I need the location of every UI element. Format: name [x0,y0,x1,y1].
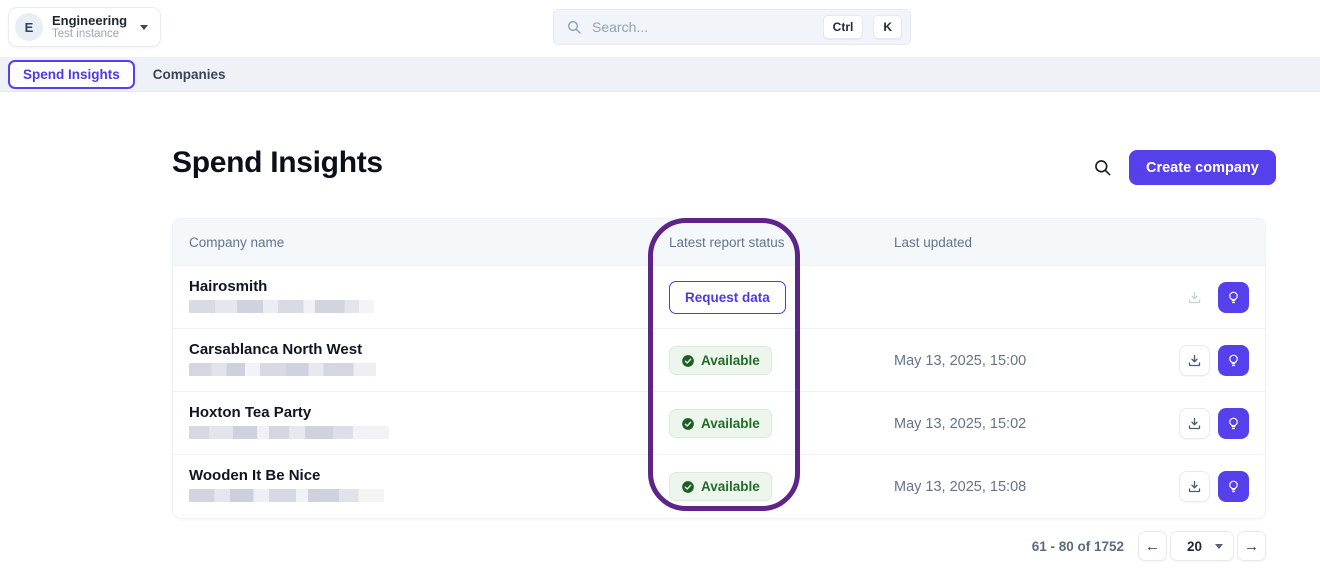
status-label: Available [701,416,760,431]
table-header-row: Company name Latest report status Last u… [173,219,1265,265]
status-badge: Available [669,409,772,438]
search-icon [567,20,581,34]
column-header-last-updated: Last updated [894,234,973,250]
arrow-right-icon: → [1244,537,1259,555]
lightbulb-icon [1229,354,1238,367]
pagination-range-label: 61 - 80 of 1752 [1031,538,1124,554]
page-size-select[interactable]: 20 [1170,531,1234,561]
check-circle-icon [682,480,694,493]
column-header-company-name: Company name [189,234,285,250]
last-updated-value: May 13, 2025, 15:08 [894,478,1027,495]
download-icon [1188,354,1201,367]
ctrl-keycap: Ctrl [822,15,864,39]
last-updated-value: May 13, 2025, 15:02 [894,415,1027,432]
chevron-down-icon [1215,543,1223,549]
status-badge: Available [669,472,772,501]
download-report-button [1179,282,1210,313]
table-row: Wooden It Be Nice Available May 13, 2025… [173,454,1265,517]
company-name: Hoxton Tea Party [189,404,312,421]
companies-table: Company name Latest report status Last u… [172,218,1266,519]
download-report-button[interactable] [1179,471,1210,502]
lightbulb-icon [1229,480,1238,493]
global-search[interactable]: Ctrl K [553,9,911,45]
last-updated-value: May 13, 2025, 15:00 [894,352,1027,369]
table-row: Hairosmith Request data [173,265,1265,328]
top-bar: E Engineering Test instance Ctrl K [0,0,1320,57]
create-company-button[interactable]: Create company [1129,150,1276,185]
table-row: Hoxton Tea Party Available May 13, 2025,… [173,391,1265,454]
insights-button[interactable] [1218,471,1249,502]
page-title: Spend Insights [172,146,383,179]
company-name: Wooden It Be Nice [189,467,321,484]
nav-tab-bar: Spend Insights Companies [0,57,1320,92]
status-label: Available [701,479,760,494]
workspace-name: Engineering [52,13,128,28]
pagination-bar: 61 - 80 of 1752 ← 20 → [0,531,1266,561]
table-row: Carsablanca North West Available May 13,… [173,328,1265,391]
chevron-down-icon [140,24,149,30]
insights-button[interactable] [1218,282,1249,313]
workspace-subtitle: Test instance [52,28,120,40]
workspace-avatar: E [15,13,43,41]
download-report-button[interactable] [1179,408,1210,439]
redacted-company-detail [189,426,389,439]
redacted-company-detail [189,300,374,313]
insights-button[interactable] [1218,408,1249,439]
download-icon [1188,291,1201,304]
table-search-icon[interactable] [1093,158,1112,182]
workspace-switcher[interactable]: E Engineering Test instance [8,7,162,47]
tab-spend-insights[interactable]: Spend Insights [8,59,135,89]
search-input[interactable] [592,19,813,35]
next-page-button[interactable]: → [1237,531,1266,561]
k-keycap: K [873,15,902,39]
status-label: Available [701,353,760,368]
check-circle-icon [682,417,694,430]
check-circle-icon [682,354,694,367]
lightbulb-icon [1229,417,1238,430]
page-size-value: 20 [1187,538,1203,554]
download-report-button[interactable] [1179,345,1210,376]
redacted-company-detail [189,489,384,502]
arrow-left-icon: ← [1145,537,1160,555]
download-icon [1188,480,1201,493]
company-name: Carsablanca North West [189,341,363,358]
insights-button[interactable] [1218,345,1249,376]
tab-companies[interactable]: Companies [152,66,226,82]
column-header-report-status: Latest report status [669,234,785,250]
download-icon [1188,417,1201,430]
prev-page-button[interactable]: ← [1138,531,1167,561]
redacted-company-detail [189,363,376,376]
request-data-button[interactable]: Request data [669,281,786,314]
company-name: Hairosmith [189,278,268,295]
status-badge: Available [669,346,772,375]
lightbulb-icon [1229,291,1238,304]
